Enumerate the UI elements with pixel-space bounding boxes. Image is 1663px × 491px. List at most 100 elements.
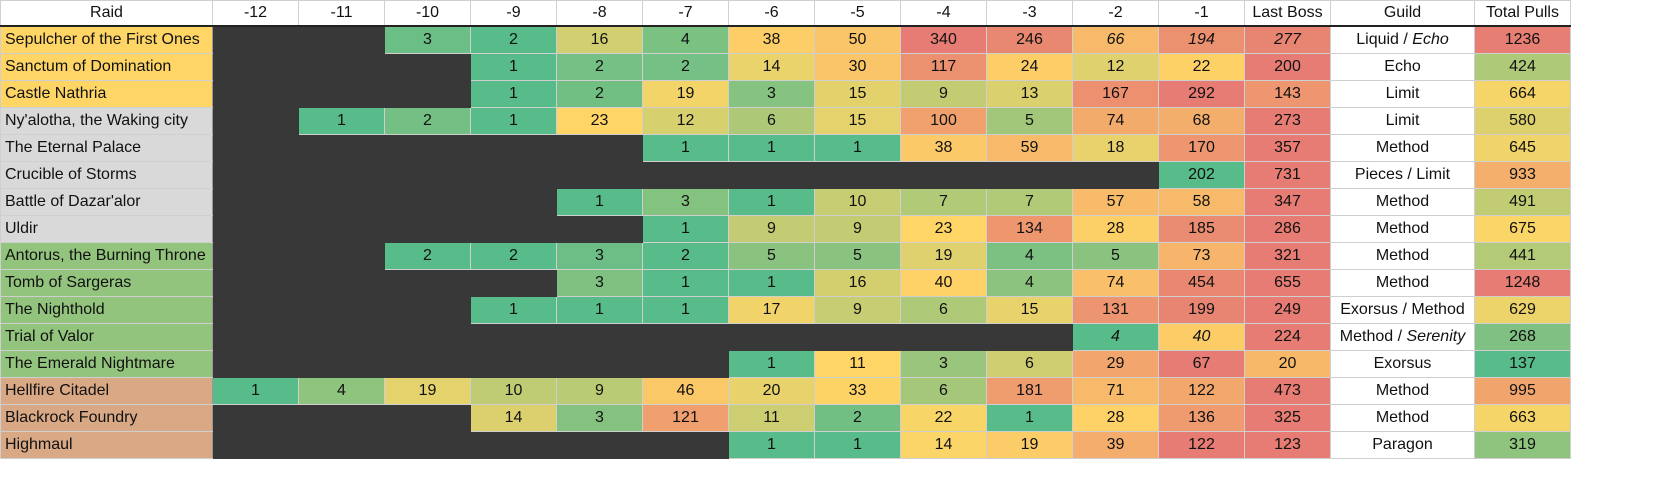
guild-cell: Method bbox=[1330, 134, 1475, 162]
guild-name: Echo bbox=[1384, 58, 1421, 75]
empty-cell bbox=[470, 188, 557, 216]
pull-cell: 1 bbox=[642, 215, 729, 243]
header-col-minus-12: -12 bbox=[212, 0, 299, 27]
table-row: Ny'alotha, the Waking city 1 2 1 23 12 6 15 100 5… bbox=[0, 107, 1571, 135]
pull-cell: 16 bbox=[814, 269, 901, 297]
table-row: Castle Nathria 1 2 19 3 15 9 13 167 292 143 Limit 66… bbox=[0, 80, 1571, 108]
guild-cell: Pieces / Limit bbox=[1330, 161, 1475, 189]
pull-cell: 1 bbox=[728, 350, 815, 378]
empty-cell bbox=[556, 350, 643, 378]
guild-name: Method bbox=[1375, 220, 1430, 237]
pull-cell: 9 bbox=[814, 296, 901, 324]
empty-cell bbox=[212, 296, 299, 324]
raid-name-cell: Tomb of Sargeras bbox=[0, 269, 213, 297]
guild-name: Limit bbox=[1385, 85, 1420, 102]
pull-cell: 185 bbox=[1158, 215, 1245, 243]
table-body: Sepulcher of the First Ones 3 2 16 4 38 50 340 2… bbox=[0, 25, 1571, 459]
empty-cell bbox=[384, 188, 471, 216]
empty-cell bbox=[470, 161, 557, 189]
pull-cell: 10 bbox=[814, 188, 901, 216]
empty-cell bbox=[384, 404, 471, 432]
pull-cell: 4 bbox=[1072, 323, 1159, 351]
pull-cell: 15 bbox=[814, 107, 901, 135]
pull-cell: 199 bbox=[1158, 296, 1245, 324]
empty-cell bbox=[298, 80, 385, 108]
pull-cell: 5 bbox=[814, 242, 901, 270]
empty-cell bbox=[298, 215, 385, 243]
header-col-minus-9: -9 bbox=[470, 0, 557, 27]
table-row: Uldir 1 9 9 23 134 28 185 286 Method 675 bbox=[0, 215, 1571, 243]
pull-cell: 10 bbox=[470, 377, 557, 405]
pull-cell: 1 bbox=[470, 80, 557, 108]
total-pulls-cell: 580 bbox=[1474, 107, 1571, 135]
header-col-minus-2: -2 bbox=[1072, 0, 1159, 27]
header-col-minus-4: -4 bbox=[900, 0, 987, 27]
empty-cell bbox=[384, 431, 471, 459]
empty-cell bbox=[642, 431, 729, 459]
guild-cell: Method bbox=[1330, 242, 1475, 270]
pull-cell: 14 bbox=[900, 431, 987, 459]
pull-cell: 131 bbox=[1072, 296, 1159, 324]
total-pulls-cell: 645 bbox=[1474, 134, 1571, 162]
empty-cell bbox=[1072, 161, 1159, 189]
empty-cell bbox=[298, 404, 385, 432]
pull-cell: 1 bbox=[728, 269, 815, 297]
empty-cell bbox=[470, 134, 557, 162]
empty-cell bbox=[556, 134, 643, 162]
guild-name: Serenity bbox=[1406, 328, 1466, 345]
empty-cell bbox=[556, 323, 643, 351]
pull-cell: 136 bbox=[1158, 404, 1245, 432]
table-row: Sepulcher of the First Ones 3 2 16 4 38 50 340 2… bbox=[0, 25, 1571, 54]
guild-cell: Method bbox=[1330, 269, 1475, 297]
pull-cell: 6 bbox=[986, 350, 1073, 378]
pull-cell: 46 bbox=[642, 377, 729, 405]
pull-cell: 121 bbox=[642, 404, 729, 432]
pull-cell: 59 bbox=[986, 134, 1073, 162]
guild-name: Limit bbox=[1385, 112, 1420, 129]
pull-cell: 170 bbox=[1158, 134, 1245, 162]
empty-cell bbox=[642, 323, 729, 351]
empty-cell bbox=[212, 323, 299, 351]
empty-cell bbox=[212, 242, 299, 270]
pull-cell: 4 bbox=[642, 25, 729, 54]
pull-cell: 1 bbox=[470, 107, 557, 135]
pull-cell: 2 bbox=[814, 404, 901, 432]
pull-cell: 5 bbox=[1072, 242, 1159, 270]
pull-cell: 73 bbox=[1158, 242, 1245, 270]
pull-cell: 249 bbox=[1244, 296, 1331, 324]
header-col-minus-1: -1 bbox=[1158, 0, 1245, 27]
empty-cell bbox=[384, 80, 471, 108]
pull-cell: 224 bbox=[1244, 323, 1331, 351]
pull-cell: 5 bbox=[728, 242, 815, 270]
table-row: Sanctum of Domination 1 2 2 14 30 117 24 12 22 200… bbox=[0, 53, 1571, 81]
pull-cell: 1 bbox=[212, 377, 299, 405]
guild-name: Method bbox=[1375, 193, 1430, 210]
empty-cell bbox=[900, 323, 987, 351]
guild-name: Liquid bbox=[1356, 31, 1399, 48]
pull-cell: 2 bbox=[470, 242, 557, 270]
total-pulls-cell: 441 bbox=[1474, 242, 1571, 270]
empty-cell bbox=[384, 215, 471, 243]
pull-cell: 181 bbox=[986, 377, 1073, 405]
empty-cell bbox=[212, 350, 299, 378]
pull-cell: 3 bbox=[728, 80, 815, 108]
pull-cell: 286 bbox=[1244, 215, 1331, 243]
total-pulls-cell: 491 bbox=[1474, 188, 1571, 216]
pull-cell: 2 bbox=[642, 242, 729, 270]
empty-cell bbox=[900, 161, 987, 189]
pull-cell: 22 bbox=[1158, 53, 1245, 81]
empty-cell bbox=[470, 350, 557, 378]
guild-name: Echo bbox=[1412, 31, 1449, 48]
total-pulls-cell: 663 bbox=[1474, 404, 1571, 432]
pull-cell: 117 bbox=[900, 53, 987, 81]
pull-cell: 122 bbox=[1158, 377, 1245, 405]
raid-name-cell: Ny'alotha, the Waking city bbox=[0, 107, 213, 135]
pull-cell: 4 bbox=[986, 269, 1073, 297]
guild-cell: Method bbox=[1330, 188, 1475, 216]
pull-cell: 58 bbox=[1158, 188, 1245, 216]
empty-cell bbox=[384, 323, 471, 351]
table-row: Battle of Dazar'alor 1 3 1 10 7 7 57 58 347 Method… bbox=[0, 188, 1571, 216]
header-total-pulls: Total Pulls bbox=[1474, 0, 1571, 27]
guild-cell: Paragon bbox=[1330, 431, 1475, 459]
header-col-minus-10: -10 bbox=[384, 0, 471, 27]
